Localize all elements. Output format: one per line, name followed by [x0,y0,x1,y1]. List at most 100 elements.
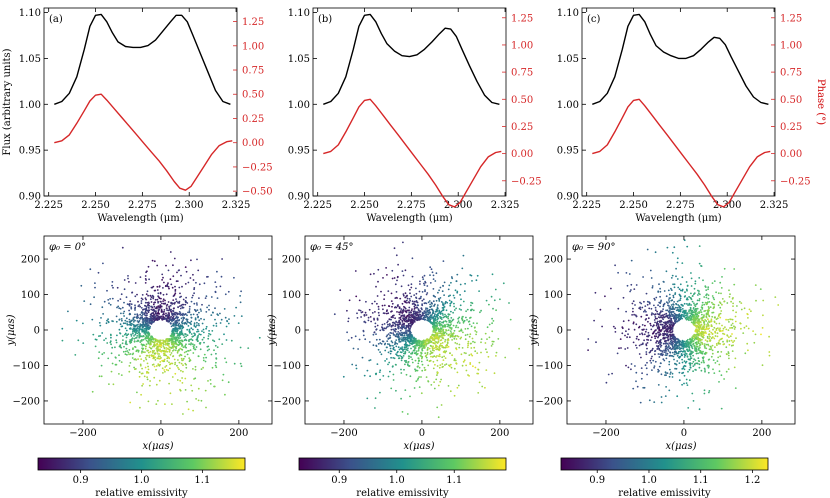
scatter-point [199,333,202,336]
scatter-point [403,305,405,308]
scatter-point [404,292,407,295]
scatter-point [413,310,416,312]
scatter-point [138,328,141,331]
scatter-point [75,319,78,322]
scatter-point [215,352,217,355]
scatter-point [450,281,452,284]
scatter-point [163,353,166,355]
scatter-point [410,352,412,355]
scatter-point [145,322,148,325]
scatter-point [643,310,645,313]
scatter-point [196,340,199,343]
scatter-point [480,351,482,354]
scatter-point [725,318,727,321]
scatter-point [708,301,711,303]
scatter-point [409,292,411,295]
scatter-point [152,321,154,323]
scatter-point [645,367,648,370]
scatter-point [441,336,443,339]
scatter-point [165,284,167,287]
scatter-point [420,307,423,310]
scatter-point [423,310,426,313]
scatter-point [502,282,505,285]
scatter-point [392,333,395,336]
scatter-point [712,311,715,314]
scatter-point [472,340,474,343]
scatter-point [166,283,169,286]
scatter-point [158,353,161,355]
scatter-point [667,344,670,346]
scatter-point [441,342,444,344]
scatter-point [660,373,663,376]
scatter-point [394,317,396,320]
scatter-point [187,325,190,327]
scatter-point [419,313,422,316]
scatter-point [631,314,633,316]
scatter-point [177,269,180,272]
scatter-point [400,308,403,310]
scatter-point [449,319,451,322]
scatter-point [410,311,412,314]
scatter-point [421,349,424,352]
scatter-point [388,343,391,346]
scatter-point [185,335,188,338]
scatter-point [156,349,159,352]
scatter-point [719,355,722,358]
scatter-point [167,286,170,288]
scatter-point [374,311,376,313]
scatter-point [450,320,453,323]
scatter-point [150,301,153,303]
scatter-point [462,254,465,257]
scatter-point [710,318,713,321]
colorbar-bar [298,457,507,471]
scatter-point [102,262,104,265]
scatter-point [624,348,627,350]
scatter-point [172,315,175,318]
y-tick-label-left: 0.90 [19,192,41,203]
scatter-point [707,286,710,289]
scatter-point [408,341,411,344]
scatter-point [103,300,106,303]
scatter-point [144,347,147,350]
scatter-point [98,375,101,378]
scatter-point [439,344,441,347]
y-tick-label-left: 1.10 [288,8,310,19]
scatter-point [188,360,191,363]
scatter-point [366,369,369,372]
scatter-point [169,322,172,325]
scatter-point [135,359,138,361]
scatter-point [162,345,165,347]
scatter-point [453,305,455,308]
scatter-point [385,346,388,349]
scatter-point [429,318,432,321]
scatter-point [461,347,464,349]
scatter-point [173,318,176,320]
scatter-point [188,321,191,324]
scatter-point [415,306,418,309]
scatter-point [435,337,438,340]
scatter-point [136,335,139,337]
scatter-point [419,310,421,312]
scatter-point [145,271,148,274]
scatter-point [455,326,457,329]
scatter-point [433,381,435,383]
scatter-point [171,338,174,341]
scatter-point [464,338,467,341]
scatter-point [728,343,731,346]
scatter-point [698,328,701,331]
scatter-point [197,387,200,390]
x-tick-label: 200 [490,428,509,439]
scatter-point [719,306,722,309]
scatter-point [164,350,167,353]
scatter-point [686,303,688,305]
scatter-point [662,334,664,337]
scatter-point [438,366,441,369]
scatter-point [679,295,682,298]
y-tick-label-left: 1.00 [288,100,310,111]
scatter-point [435,326,438,329]
scatter-point [395,254,398,257]
scatter-point [456,321,459,324]
scatter-point [391,269,394,272]
scatter-point [153,319,156,322]
